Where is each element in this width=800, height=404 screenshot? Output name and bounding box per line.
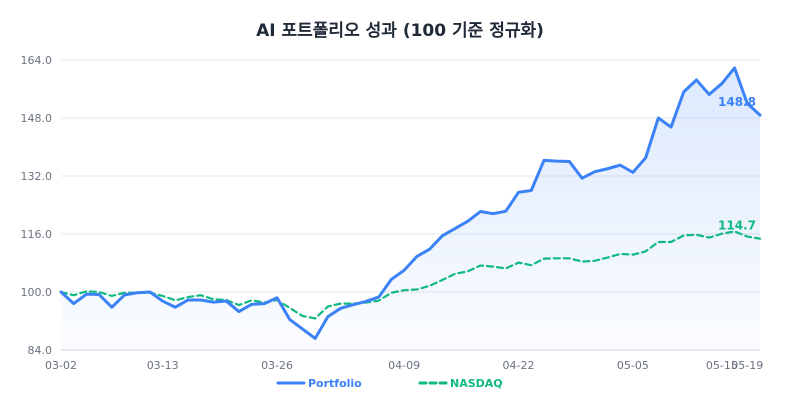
- y-tick-label: 132.0: [21, 170, 53, 183]
- legend: Portfolio NASDAQ: [276, 377, 503, 390]
- y-tick-label: 100.0: [21, 286, 53, 299]
- x-tick-label: 03-02: [45, 359, 77, 372]
- series-line-portfolio: [59, 66, 762, 340]
- x-tick-label: 03-26: [261, 359, 293, 372]
- series-line-nasdaq: [59, 230, 762, 320]
- y-tick-label: 84.0: [28, 344, 53, 357]
- x-tick-label: 04-09: [388, 359, 420, 372]
- chart-title: AI 포트폴리오 성과 (100 기준 정규화): [256, 21, 544, 41]
- x-tick-label: 05-19: [731, 359, 763, 372]
- y-tick-label: 164.0: [21, 54, 53, 67]
- x-tick-label: 05-15: [706, 359, 738, 372]
- x-tick-label: 04-22: [503, 359, 535, 372]
- end-value-label-nasdaq: 114.7: [718, 219, 756, 233]
- label-layer: 84.0 100.0 116.0 132.0 148.0 164.0 03-02 03-13 0…: [21, 54, 764, 372]
- line-layer: [59, 66, 762, 340]
- area-layer: [61, 67, 760, 350]
- end-value-label-portfolio: 148.8: [718, 95, 756, 109]
- x-tick-label: 05-05: [617, 359, 649, 372]
- legend-label-nasdaq: NASDAQ: [450, 377, 503, 390]
- y-tick-label: 116.0: [21, 228, 53, 241]
- y-tick-label: 148.0: [21, 112, 53, 125]
- portfolio-area: [61, 67, 760, 350]
- x-tick-label: 03-13: [147, 359, 179, 372]
- legend-label-portfolio: Portfolio: [308, 377, 362, 390]
